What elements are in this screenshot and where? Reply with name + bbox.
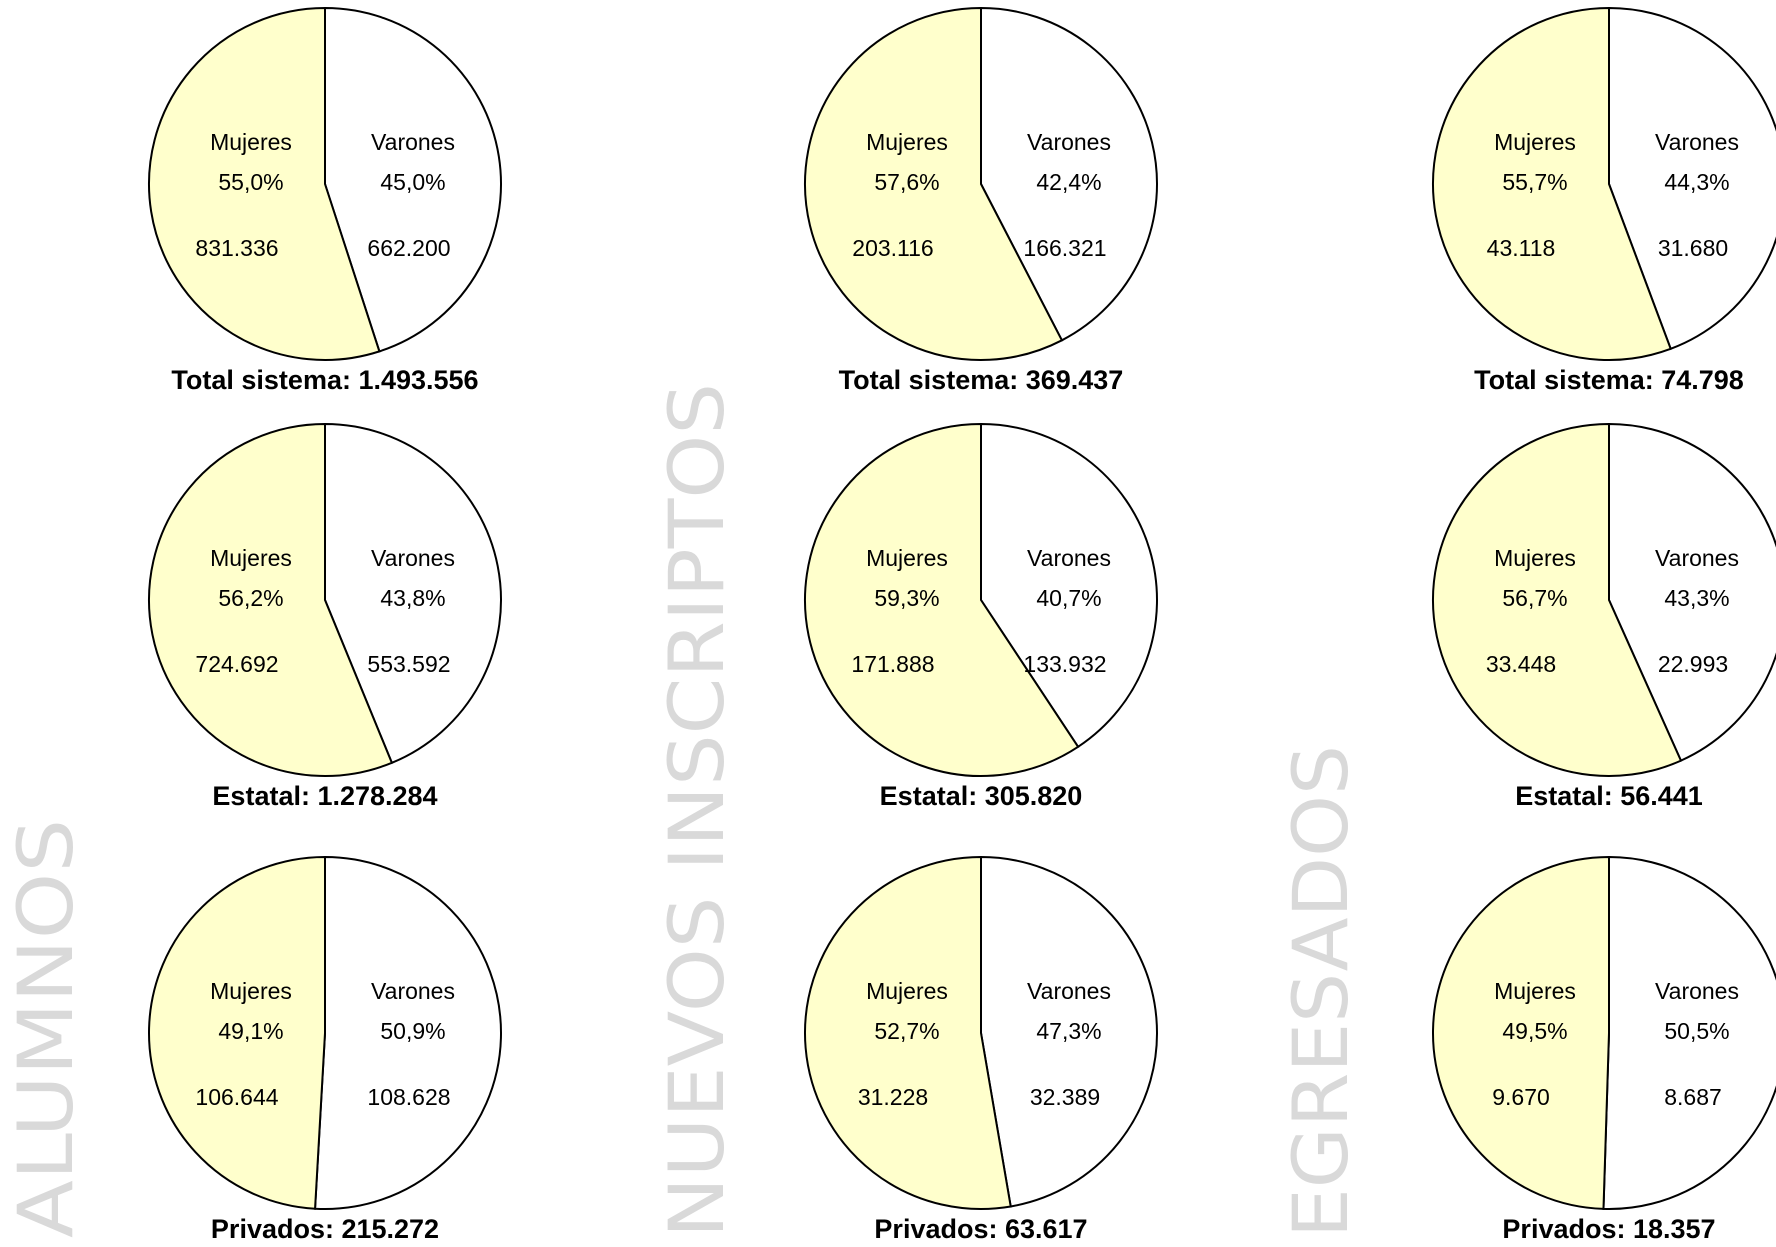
count-label: 662.200 xyxy=(367,235,450,261)
pie-slice xyxy=(324,6,502,353)
value-label: 44,3% xyxy=(1664,169,1729,195)
count-label: 22.993 xyxy=(1658,651,1728,677)
section-label: ALUMNOS xyxy=(1,819,90,1238)
value-label: 49,1% xyxy=(218,1018,283,1044)
count-label: 9.670 xyxy=(1492,1084,1550,1110)
pie-slice xyxy=(324,422,502,765)
pie-slice xyxy=(148,422,394,777)
slice-label: Varones xyxy=(371,129,455,155)
chart-title: Total sistema: 1.493.556 xyxy=(171,365,478,395)
section-label: EGRESADOS xyxy=(1276,745,1365,1238)
value-label: 40,7% xyxy=(1036,585,1101,611)
count-label: 133.932 xyxy=(1023,651,1106,677)
slice-label: Varones xyxy=(1655,545,1739,571)
chart-title: Estatal: 56.441 xyxy=(1515,781,1703,811)
slice-label: Mujeres xyxy=(866,978,948,1004)
count-label: 724.692 xyxy=(195,651,278,677)
count-label: 106.644 xyxy=(195,1084,278,1110)
chart-title: Total sistema: 369.437 xyxy=(839,365,1124,395)
chart-title: Privados: 18.357 xyxy=(1502,1214,1715,1244)
pie-slice xyxy=(980,855,1158,1208)
chart-title: Estatal: 305.820 xyxy=(880,781,1083,811)
slice-label: Mujeres xyxy=(210,545,292,571)
section-label: NUEVOS INSCRIPTOS xyxy=(652,383,741,1238)
pie-slice xyxy=(803,855,1012,1210)
pie-slice xyxy=(148,855,326,1210)
slice-label: Varones xyxy=(1027,978,1111,1004)
pie-slice xyxy=(313,855,502,1210)
value-label: 59,3% xyxy=(874,585,939,611)
slice-label: Mujeres xyxy=(1494,545,1576,571)
count-label: 553.592 xyxy=(367,651,450,677)
slice-label: Mujeres xyxy=(1494,978,1576,1004)
count-label: 31.680 xyxy=(1658,235,1728,261)
value-label: 50,9% xyxy=(380,1018,445,1044)
slice-label: Mujeres xyxy=(1494,129,1576,155)
value-label: 47,3% xyxy=(1036,1018,1101,1044)
value-label: 43,8% xyxy=(380,585,445,611)
slice-label: Varones xyxy=(1027,129,1111,155)
pie-slice xyxy=(804,422,1080,777)
pie-slice xyxy=(1432,422,1683,777)
value-label: 49,5% xyxy=(1502,1018,1567,1044)
value-label: 42,4% xyxy=(1036,169,1101,195)
value-label: 55,0% xyxy=(218,169,283,195)
chart-title: Estatal: 1.278.284 xyxy=(212,781,437,811)
value-label: 50,5% xyxy=(1664,1018,1729,1044)
count-label: 171.888 xyxy=(851,651,934,677)
slice-label: Varones xyxy=(371,545,455,571)
pie-slice xyxy=(804,6,1064,361)
slice-label: Mujeres xyxy=(866,129,948,155)
chart-title: Privados: 63.617 xyxy=(874,1214,1087,1244)
slice-label: Mujeres xyxy=(210,129,292,155)
count-label: 108.628 xyxy=(367,1084,450,1110)
pie-slice xyxy=(1602,855,1776,1210)
slice-label: Varones xyxy=(1655,978,1739,1004)
value-label: 43,3% xyxy=(1664,585,1729,611)
count-label: 203.116 xyxy=(852,235,933,261)
chart-title: Total sistema: 74.798 xyxy=(1474,365,1744,395)
count-label: 8.687 xyxy=(1664,1084,1722,1110)
pie-slice xyxy=(1608,6,1776,351)
slice-label: Mujeres xyxy=(210,978,292,1004)
value-label: 57,6% xyxy=(874,169,939,195)
slice-label: Varones xyxy=(371,978,455,1004)
count-label: 32.389 xyxy=(1030,1084,1100,1110)
value-label: 45,0% xyxy=(380,169,445,195)
count-label: 831.336 xyxy=(195,235,278,261)
value-label: 52,7% xyxy=(874,1018,939,1044)
count-label: 166.321 xyxy=(1023,235,1106,261)
pie-slice xyxy=(1432,855,1610,1210)
count-label: 33.448 xyxy=(1486,651,1556,677)
value-label: 56,7% xyxy=(1502,585,1567,611)
slice-label: Varones xyxy=(1655,129,1739,155)
pie-slice xyxy=(1432,6,1672,361)
value-label: 55,7% xyxy=(1502,169,1567,195)
pie-slice xyxy=(1608,422,1776,762)
slice-label: Mujeres xyxy=(866,545,948,571)
count-label: 43.118 xyxy=(1487,235,1556,261)
count-label: 31.228 xyxy=(858,1084,928,1110)
chart-title: Privados: 215.272 xyxy=(211,1214,439,1244)
slice-label: Varones xyxy=(1027,545,1111,571)
pie-slice xyxy=(980,6,1158,342)
value-label: 56,2% xyxy=(218,585,283,611)
pie-slice xyxy=(148,6,381,361)
